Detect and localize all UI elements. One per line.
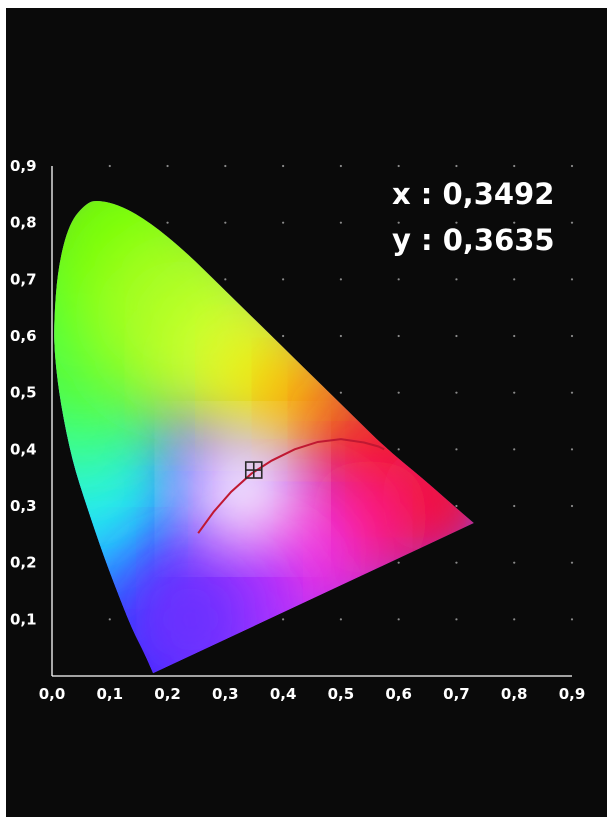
- x-tick-label: 0,8: [501, 685, 528, 703]
- y-tick-label: 0,1: [10, 610, 37, 628]
- grid-dot: [455, 391, 458, 394]
- y-tick-label: 0,7: [10, 270, 37, 288]
- y-tick-label: 0,8: [10, 214, 37, 232]
- x-tick-label: 0,2: [154, 685, 181, 703]
- grid-dot: [513, 164, 516, 168]
- grid-dot: [455, 278, 458, 281]
- grid-dot: [166, 164, 169, 168]
- grid-dot: [397, 334, 400, 338]
- y-tick-label: 0,3: [10, 497, 37, 515]
- x-tick-label: 0,0: [39, 685, 66, 703]
- grid-dot: [570, 278, 574, 281]
- grid-dot: [455, 334, 458, 338]
- grid-dot: [397, 561, 400, 564]
- grid-dot: [282, 164, 285, 168]
- x-tick-label: 0,9: [559, 685, 586, 703]
- coordinate-x-readout: x : 0,3492: [392, 177, 554, 211]
- grid-dot: [339, 391, 342, 394]
- fill-blob: [187, 434, 298, 544]
- x-tick-label: 0,6: [385, 685, 412, 703]
- grid-dot: [397, 618, 400, 621]
- y-tick-label: 0,2: [10, 554, 37, 572]
- grid-dot: [282, 221, 285, 224]
- white-point-marker: [244, 461, 263, 479]
- grid-dot: [455, 448, 458, 451]
- grid-dot: [513, 448, 516, 451]
- grid-dot: [570, 561, 574, 564]
- planckian-locus-line: [197, 438, 385, 534]
- axes: [51, 166, 572, 677]
- x-tick-label: 0,5: [328, 685, 355, 703]
- grid-dot: [570, 448, 574, 451]
- grid-dot: [513, 278, 516, 281]
- grid-dot: [513, 391, 516, 394]
- grid-dot: [282, 618, 285, 621]
- y-tick-label: 0,5: [10, 384, 37, 402]
- grid-dot: [570, 391, 574, 394]
- grid-dot: [282, 334, 285, 338]
- grid-dot: [339, 618, 342, 621]
- grid-dot: [570, 221, 574, 224]
- grid-dot: [513, 618, 516, 621]
- grid-dot: [455, 504, 458, 508]
- grid-dot: [455, 561, 458, 564]
- y-tick-labels: 0,1 0,2 0,3 0,4 0,5 0,6 0,7 0,8 0,9: [10, 157, 37, 628]
- grid-dot: [339, 278, 342, 281]
- x-tick-label: 0,4: [270, 685, 297, 703]
- grid-dot: [513, 561, 516, 564]
- grid-dot: [455, 164, 458, 168]
- grid-dot: [224, 278, 227, 281]
- grid-dot: [455, 618, 458, 621]
- grid-dot: [397, 448, 400, 451]
- grid-dot: [570, 618, 574, 621]
- grid-dot: [397, 164, 400, 168]
- grid-dot: [339, 164, 342, 168]
- grid-dot: [108, 164, 111, 168]
- x-tick-label: 0,7: [443, 685, 470, 703]
- coordinate-y-readout: y : 0,3635: [392, 223, 555, 257]
- grid-dot: [570, 164, 574, 168]
- grid-dot: [224, 164, 227, 168]
- grid-dot: [166, 221, 169, 224]
- grid-dot: [455, 221, 458, 224]
- grid-dot: [108, 618, 111, 621]
- y-tick-label: 0,6: [10, 327, 37, 345]
- grid-dot: [397, 391, 400, 394]
- x-tick-labels: 0,0 0,1 0,2 0,3 0,4 0,5 0,6 0,7 0,8 0,9: [39, 685, 586, 703]
- y-tick-label: 0,9: [10, 157, 37, 175]
- grid-dot: [513, 504, 516, 508]
- grid-dot: [513, 221, 516, 224]
- grid-dot: [224, 221, 227, 224]
- x-tick-label: 0,1: [96, 685, 123, 703]
- grid-dot: [570, 334, 574, 338]
- grid-dot: [570, 504, 574, 508]
- grid-dot: [282, 278, 285, 281]
- cie-chromaticity-chart: 0,0 0,1 0,2 0,3 0,4 0,5 0,6 0,7 0,8 0,9 0,1 0,2 0,3…: [10, 157, 586, 703]
- grid-dot: [397, 221, 400, 224]
- y-tick-label: 0,4: [10, 440, 37, 458]
- fill-blob: [120, 549, 261, 674]
- grid-dot: [397, 278, 400, 281]
- chart-panel: 0,0 0,1 0,2 0,3 0,4 0,5 0,6 0,7 0,8 0,9 0,1 0,2 0,3…: [6, 8, 607, 817]
- grid-dot: [339, 221, 342, 224]
- grid-dot: [513, 334, 516, 338]
- x-tick-label: 0,3: [212, 685, 239, 703]
- grid-dot: [339, 334, 342, 338]
